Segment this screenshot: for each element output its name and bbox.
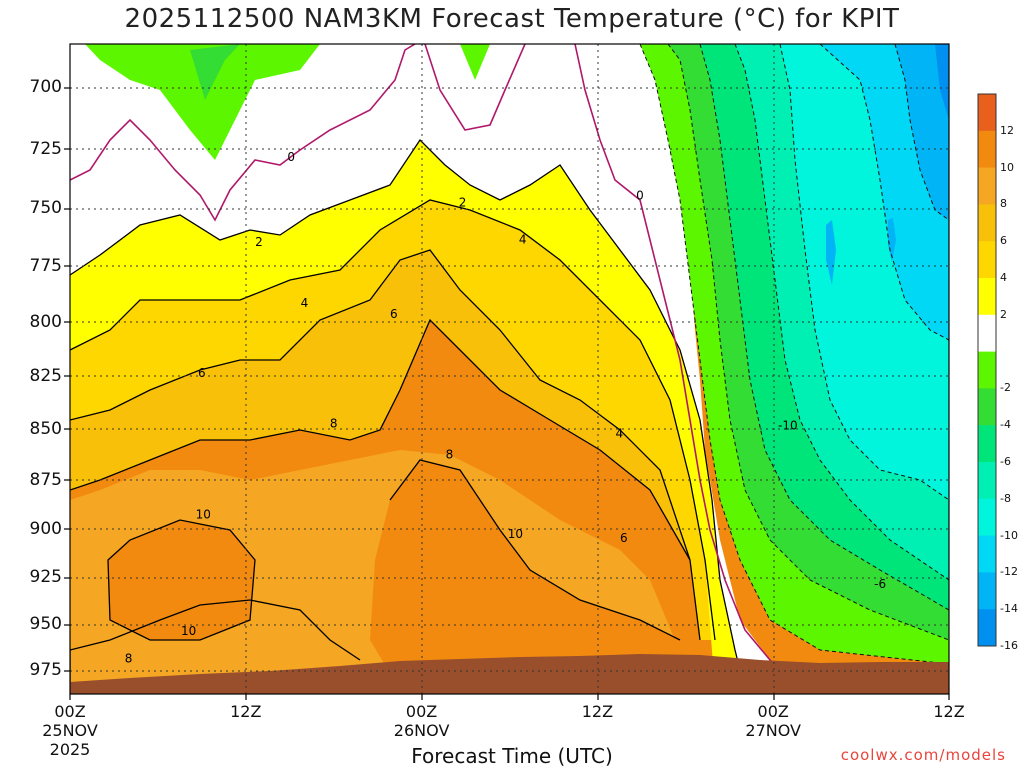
colorbar-label: -2: [1000, 381, 1011, 395]
x-tick-label-line: 26NOV: [393, 721, 450, 740]
contour-label: -10: [778, 418, 798, 432]
credit-link[interactable]: coolwx.com/models: [840, 746, 1006, 764]
x-axis-title: Forecast Time (UTC): [411, 744, 613, 768]
contour-label: 4: [519, 233, 527, 247]
contour-label: 6: [198, 366, 206, 380]
contour-label: 10: [508, 527, 523, 541]
temp-band-10-12-a: [108, 520, 255, 640]
y-tick-label: 900: [29, 519, 62, 540]
y-tick-label: 750: [29, 198, 62, 219]
x-tick-label: 00Z 25NOV 2025: [30, 702, 110, 759]
colorbar-label: 8: [1000, 197, 1007, 211]
colorbar-swatch: [978, 314, 996, 353]
y-tick-label: 775: [29, 256, 62, 277]
cold-pocket-a: [826, 220, 836, 285]
colorbar-swatch: [978, 388, 996, 426]
colorbar-swatch: [978, 351, 996, 389]
contour-label: 2: [459, 195, 467, 209]
x-tick-label-line: 00Z: [54, 702, 86, 721]
x-tick-label: 12Z: [206, 702, 286, 721]
contour-label: 0: [636, 188, 644, 202]
y-tick-label: 700: [29, 77, 62, 97]
x-tick-label-line: 00Z: [757, 702, 789, 721]
y-tick-label: 875: [29, 469, 62, 490]
isotherm-lines: [70, 138, 746, 691]
colorbar-label: 2: [1000, 307, 1007, 321]
contour-labels: 0 0 2 2 4 4 4 6 6 6 8 8 8 10 10 10 -10 -6: [125, 150, 886, 665]
y-tick-label: 850: [29, 418, 62, 439]
chart-title: 2025112500 NAM3KM Forecast Temperature (…: [124, 4, 900, 34]
x-tick-label-line: 2025: [49, 740, 91, 759]
colorbar-swatch: [978, 130, 996, 169]
colorbar-label: 4: [1000, 271, 1007, 284]
colorbar-label: 6: [1000, 234, 1007, 248]
colorbar-swatch: [978, 498, 996, 537]
contour-label: -6: [874, 577, 886, 591]
contour-label: 2: [255, 235, 263, 249]
contour-label: 6: [390, 307, 398, 321]
colorbar-swatch: [978, 241, 996, 279]
contour-label: 10: [181, 624, 196, 638]
colorbar-label: -6: [1000, 455, 1011, 468]
tick-marks: [64, 87, 950, 700]
colorbar-label: 12: [1000, 123, 1014, 137]
contour-label: 8: [330, 416, 338, 430]
x-tick-label-line: 27NOV: [745, 721, 801, 740]
colorbar-label: 10: [1000, 160, 1014, 174]
x-tick-label: 12Z: [909, 702, 989, 721]
temp-band-minus16-minus18: [935, 44, 949, 120]
contour-label: 6: [620, 531, 628, 545]
contour-label: 4: [616, 427, 624, 441]
contour-label: 10: [196, 507, 211, 521]
y-tick-label: 925: [29, 567, 62, 588]
x-tick-label-line: 12Z: [581, 702, 614, 721]
temp-band-minus4-minus6-top: [190, 44, 240, 100]
temp-band-minus2-2: [70, 44, 949, 694]
colorbar-label: -12: [1000, 565, 1018, 579]
colorbar-label: -4: [1000, 418, 1011, 432]
x-tick-label-line: 00Z: [405, 702, 438, 721]
freezing-line: [70, 44, 801, 691]
colorbar-label: -10: [1000, 528, 1018, 542]
contour-label: 4: [301, 296, 309, 310]
plot-frame: [69, 43, 950, 695]
x-tick-label: 00Z 27NOV: [733, 702, 813, 740]
x-tick-label: 00Z 26NOV: [382, 702, 462, 740]
colorbar: [977, 93, 997, 647]
y-tick-label: 950: [29, 614, 62, 635]
temp-band-10-12-b: [370, 460, 690, 690]
x-tick-label-line: 12Z: [230, 702, 262, 721]
colorbar-label: -14: [1000, 602, 1018, 616]
colorbar-swatch: [978, 94, 996, 132]
y-tick-label: 725: [29, 138, 62, 159]
colorbar-swatch: [978, 425, 996, 463]
terrain: [70, 654, 949, 694]
colorbar-swatch: [978, 535, 996, 573]
temp-band-6-8: [70, 250, 700, 640]
x-tick-label: 12Z: [557, 702, 637, 721]
contour-label: 8: [446, 447, 454, 461]
temp-band-4-6: [70, 200, 715, 640]
colorbar-swatch: [978, 572, 996, 610]
y-tick-label: 800: [29, 311, 62, 332]
gridlines: [70, 44, 949, 694]
colorbar-swatch: [978, 609, 996, 647]
x-tick-label-line: 25NOV: [42, 721, 98, 740]
colorbar-frame: [977, 93, 997, 647]
temp-band-minus2-minus4-top2: [460, 44, 490, 80]
colorbar-swatch: [978, 462, 996, 500]
y-tick-label: 975: [29, 660, 62, 680]
colorbar-swatch: [978, 167, 996, 205]
x-tick-label-line: 12Z: [933, 702, 965, 721]
colorbar-swatch: [978, 278, 996, 316]
contour-label: 0: [287, 150, 295, 164]
temp-band-minus2-minus4-top: [85, 44, 320, 160]
temp-band-2-4: [70, 140, 745, 690]
colorbar-label: -8: [1000, 491, 1011, 505]
y-tick-label: 825: [29, 366, 62, 387]
colorbar-swatch: [978, 204, 996, 242]
contour-label: 8: [125, 651, 133, 665]
colorbar-label: -16: [1000, 639, 1018, 652]
